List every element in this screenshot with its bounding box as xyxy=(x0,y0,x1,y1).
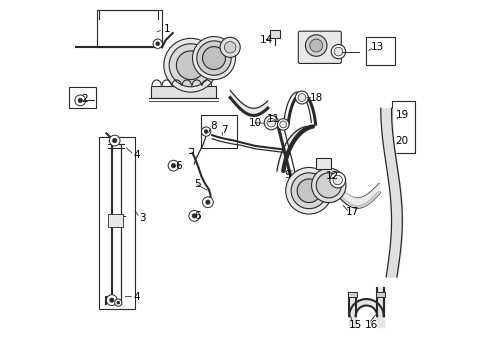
Circle shape xyxy=(205,200,210,204)
Text: 1: 1 xyxy=(164,24,170,35)
Bar xyxy=(97,10,162,47)
Circle shape xyxy=(295,91,308,104)
Circle shape xyxy=(264,116,278,130)
Circle shape xyxy=(309,39,322,52)
Circle shape xyxy=(333,47,342,56)
Text: 20: 20 xyxy=(395,136,408,145)
Text: 2: 2 xyxy=(81,94,88,104)
Bar xyxy=(366,37,394,65)
Circle shape xyxy=(109,135,120,146)
Circle shape xyxy=(266,118,275,127)
Text: 14: 14 xyxy=(259,35,272,45)
Bar xyxy=(375,292,384,297)
Bar xyxy=(108,214,122,226)
Text: 4: 4 xyxy=(133,292,140,302)
Text: 16: 16 xyxy=(365,320,378,330)
Text: 6: 6 xyxy=(175,161,181,171)
Text: 6: 6 xyxy=(194,211,201,221)
Text: 10: 10 xyxy=(248,118,261,128)
FancyBboxPatch shape xyxy=(298,31,341,63)
Circle shape xyxy=(202,197,213,208)
Text: 3: 3 xyxy=(139,213,145,222)
Circle shape xyxy=(115,299,122,306)
Circle shape xyxy=(168,160,179,171)
Text: 11: 11 xyxy=(266,114,279,124)
Circle shape xyxy=(192,37,235,80)
Circle shape xyxy=(290,173,326,209)
Circle shape xyxy=(297,94,305,102)
Text: 7: 7 xyxy=(221,125,227,135)
Circle shape xyxy=(311,168,346,203)
Text: 5: 5 xyxy=(194,179,201,189)
Circle shape xyxy=(279,121,286,128)
Text: 18: 18 xyxy=(309,93,322,103)
Circle shape xyxy=(332,175,342,185)
Circle shape xyxy=(163,39,217,92)
Circle shape xyxy=(112,138,117,143)
Circle shape xyxy=(220,37,240,57)
Circle shape xyxy=(285,167,332,214)
Circle shape xyxy=(224,41,235,53)
Bar xyxy=(69,87,96,108)
Circle shape xyxy=(171,163,175,168)
Text: 8: 8 xyxy=(210,121,217,131)
Bar xyxy=(391,101,414,153)
Circle shape xyxy=(188,211,199,221)
Text: 12: 12 xyxy=(325,171,338,181)
Text: 15: 15 xyxy=(348,320,362,330)
Circle shape xyxy=(169,44,212,87)
Circle shape xyxy=(277,119,288,130)
Circle shape xyxy=(78,98,82,103)
Circle shape xyxy=(329,172,345,188)
Text: 9: 9 xyxy=(284,170,290,180)
Text: 13: 13 xyxy=(370,42,383,52)
Circle shape xyxy=(297,179,320,203)
Circle shape xyxy=(201,127,210,136)
Circle shape xyxy=(75,95,85,106)
Circle shape xyxy=(330,44,345,59)
Circle shape xyxy=(117,301,120,304)
Circle shape xyxy=(192,214,196,218)
Circle shape xyxy=(109,298,114,302)
Polygon shape xyxy=(348,299,383,316)
Circle shape xyxy=(305,35,326,56)
Circle shape xyxy=(106,295,117,306)
Circle shape xyxy=(156,42,159,46)
Bar xyxy=(99,137,135,309)
Bar xyxy=(151,86,215,98)
Text: 19: 19 xyxy=(395,111,408,121)
Circle shape xyxy=(153,39,162,48)
Circle shape xyxy=(176,51,204,80)
Circle shape xyxy=(202,46,225,69)
Bar xyxy=(269,31,279,39)
Text: 4: 4 xyxy=(133,150,140,160)
Bar xyxy=(316,158,330,169)
Circle shape xyxy=(204,130,207,134)
Bar xyxy=(201,116,237,148)
Bar xyxy=(347,292,356,297)
Circle shape xyxy=(316,173,341,198)
Text: 17: 17 xyxy=(345,207,358,217)
Circle shape xyxy=(196,41,231,75)
